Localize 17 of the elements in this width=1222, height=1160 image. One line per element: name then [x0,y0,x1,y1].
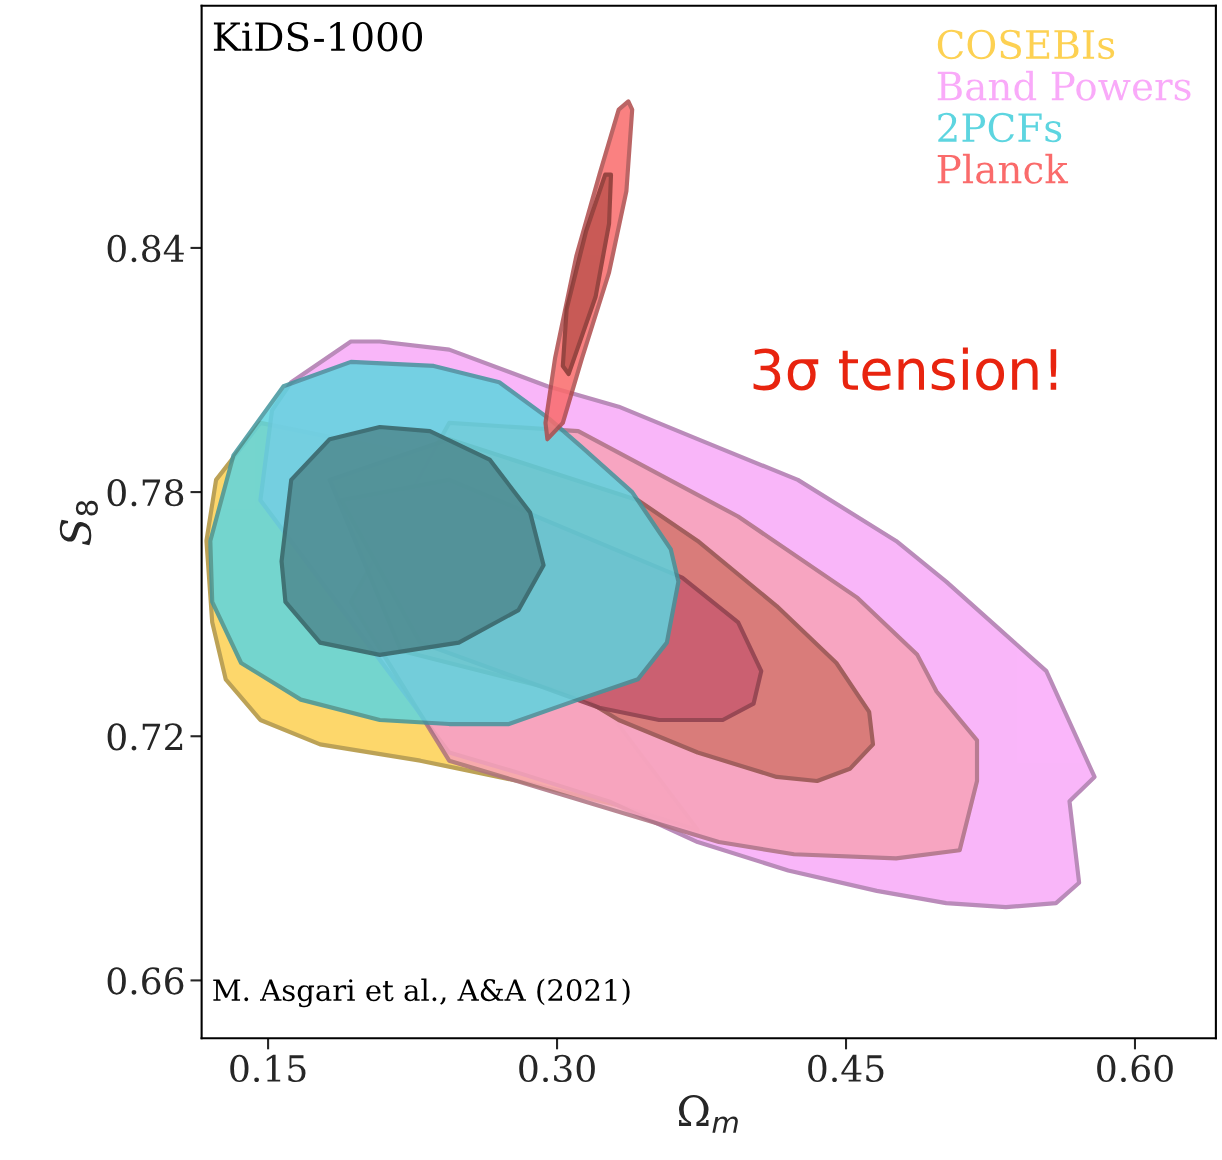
y-tick-label: 0.78 [107,479,184,507]
x-tick-label: 0.30 [519,1054,595,1083]
x-tick-label: 0.15 [230,1054,306,1083]
x-tick-label: 0.60 [1097,1054,1173,1083]
annotation: 3σ tension! [753,347,1057,391]
y-tick-label: 0.72 [107,723,183,751]
y-tick-label: 0.66 [107,967,184,995]
annotation: M. Asgari et al., A&A (2021) [213,978,630,1008]
text: COSEBIs [937,29,1115,60]
x-tick-label: 0.45 [808,1054,884,1083]
text: 2PCFs [938,112,1062,143]
text: Planck [937,153,1069,184]
y-axis-title: S$_{8}$ [59,500,98,546]
y-tick-label: 0.84 [107,234,184,263]
annotation: KiDS-1000 [213,21,423,52]
x-axis-title: Ω$_{m}$ [679,1095,738,1133]
text: Band Powers [937,70,1191,101]
